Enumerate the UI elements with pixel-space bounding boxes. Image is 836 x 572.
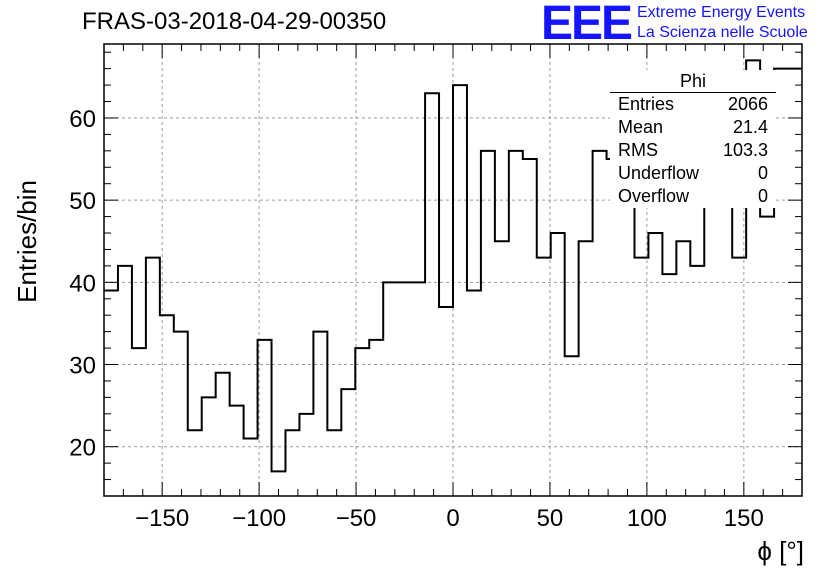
stats-value: 103.3 bbox=[722, 140, 768, 160]
y-tick-label: 60 bbox=[69, 106, 96, 133]
x-axis-label: ϕ [°] bbox=[757, 536, 804, 566]
stats-value: 2066 bbox=[727, 94, 768, 114]
y-tick-label: 30 bbox=[69, 353, 96, 380]
y-axis-label: Entries/bin bbox=[12, 180, 42, 303]
y-axis-label-box: Entries/bin bbox=[8, 180, 42, 303]
stats-row-underflow: Underflow 0 bbox=[610, 162, 776, 185]
stats-value: 0 bbox=[757, 163, 768, 183]
x-tick-label: −100 bbox=[232, 505, 286, 532]
logo-line-1: Extreme Energy Events bbox=[637, 4, 806, 21]
y-tick-label: 20 bbox=[69, 435, 96, 462]
x-tick-label: 150 bbox=[724, 505, 764, 532]
histogram-series bbox=[104, 59, 802, 473]
eee-logo: EEE bbox=[541, 0, 633, 50]
x-tick-label: −150 bbox=[135, 505, 189, 532]
stats-label: Mean bbox=[618, 117, 664, 137]
x-tick-label: 100 bbox=[627, 505, 667, 532]
logo-line-2: La Scienza nelle Scuole bbox=[637, 24, 808, 41]
stats-value: 0 bbox=[757, 186, 768, 206]
x-tick-label: −50 bbox=[336, 505, 377, 532]
chart-title: FRAS-03-2018-04-29-00350 bbox=[82, 8, 387, 35]
stats-label: Entries bbox=[618, 94, 675, 114]
stats-label: Overflow bbox=[618, 186, 690, 206]
plot-frame bbox=[103, 43, 803, 497]
stats-box: Phi Entries 2066 Mean 21.4 RMS 103.3 Und… bbox=[610, 70, 776, 208]
stats-value: 21.4 bbox=[732, 117, 768, 137]
x-tick-label: 50 bbox=[537, 505, 564, 532]
x-tick-label: 0 bbox=[446, 505, 459, 532]
stats-row-entries: Entries 2066 bbox=[610, 93, 776, 116]
stats-row-overflow: Overflow 0 bbox=[610, 185, 776, 208]
stats-label: Underflow bbox=[618, 163, 700, 183]
y-tick-label: 50 bbox=[69, 188, 96, 215]
y-tick-label: 40 bbox=[69, 270, 96, 297]
stats-label: RMS bbox=[618, 140, 658, 160]
stats-row-rms: RMS 103.3 bbox=[610, 139, 776, 162]
stats-title: Phi bbox=[610, 70, 776, 93]
stats-row-mean: Mean 21.4 bbox=[610, 116, 776, 139]
